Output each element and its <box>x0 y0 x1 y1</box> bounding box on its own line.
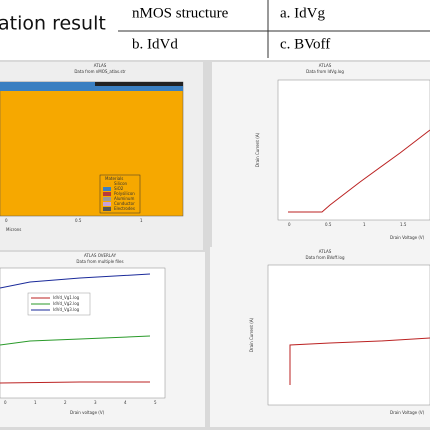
x-tick-label: 1 <box>140 218 143 223</box>
x-axis-label: Drain Voltage (V) <box>390 410 425 415</box>
panel-idvg: ATLAS Data from IdVg.log 0 0.5 1 1.5 Dra… <box>212 62 430 250</box>
x-tick-label: 1 <box>34 400 37 405</box>
plot-area <box>0 267 166 399</box>
legend-label: Conductor <box>114 201 135 206</box>
y-axis-label: Drain Current (A) <box>249 317 254 352</box>
subtitle: Data from BVoff.log <box>305 255 344 260</box>
panel-structure: ATLAS Data from nMOS_atlas.str Materials… <box>0 62 203 250</box>
x-tick-label: 1 <box>363 222 366 227</box>
table-cell: a. IdVg <box>280 5 325 21</box>
x-tick-label: 5 <box>154 400 157 405</box>
x-tick-label: 0 <box>4 400 7 405</box>
legend-swatch <box>103 207 111 211</box>
curve <box>289 337 430 385</box>
legend-label: IdVd_Vg1.log <box>53 295 80 300</box>
panel-idvd: ATLAS OVERLAY Data from multiple files I… <box>0 252 205 427</box>
legend-label: Silicon <box>114 181 128 186</box>
x-tick-label: 0.5 <box>75 218 82 223</box>
x-axis-label: Drain voltage (V) <box>70 410 105 415</box>
legend-swatch <box>103 182 111 186</box>
x-tick-label: 0.5 <box>325 222 332 227</box>
table-cell: nMOS structure <box>132 5 229 21</box>
plot-area <box>277 79 430 221</box>
plot-area <box>267 264 430 406</box>
legend-label: Electrodes <box>114 206 135 211</box>
legend-label: Aluminum <box>114 196 134 201</box>
x-tick-label: 2 <box>64 400 67 405</box>
curve <box>0 273 151 289</box>
oxide-layer <box>0 82 183 91</box>
x-tick-label: 0 <box>288 222 291 227</box>
x-tick-label: 0 <box>5 218 8 223</box>
legend-label: IdVd_Vg3.log <box>53 307 80 312</box>
y-axis-label: Drain Current (A) <box>255 132 260 167</box>
panel-bvoff: ATLAS Data from BVoff.log Drain Voltage … <box>210 247 430 427</box>
table-cell: b. IdVd <box>132 36 178 52</box>
slide-title: ation result <box>0 13 106 35</box>
legend-swatch <box>103 187 111 191</box>
legend-label: Polysilicon <box>114 191 135 196</box>
x-tick-label: 4 <box>124 400 127 405</box>
subtitle: Data from multiple files <box>76 259 123 264</box>
curve <box>0 335 151 346</box>
app-name: ATLAS <box>94 63 107 68</box>
app-name: ATLAS <box>319 63 332 68</box>
subtitle: Data from IdVg.log <box>306 69 344 74</box>
legend-label: IdVd_Vg2.log <box>53 301 80 306</box>
electrode <box>95 82 183 86</box>
legend-swatch <box>103 202 111 206</box>
x-axis-label: Drain Voltage (V) <box>390 235 425 240</box>
app-name: ATLAS OVERLAY <box>84 253 117 258</box>
curve <box>288 129 430 213</box>
x-tick-label: 1.5 <box>400 222 407 227</box>
subtitle: Data from nMOS_atlas.str <box>74 69 126 74</box>
device-area <box>0 81 184 217</box>
table-cell: c. BVoff <box>280 36 330 52</box>
legend-label: SiO2 <box>114 186 124 191</box>
legend-swatch <box>103 192 111 196</box>
x-axis-label: Microns <box>6 227 21 232</box>
legend-title: Materials <box>105 176 123 181</box>
legend-swatch <box>103 197 111 201</box>
x-tick-label: 3 <box>94 400 97 405</box>
app-name: ATLAS <box>319 249 332 254</box>
curve <box>0 381 150 384</box>
